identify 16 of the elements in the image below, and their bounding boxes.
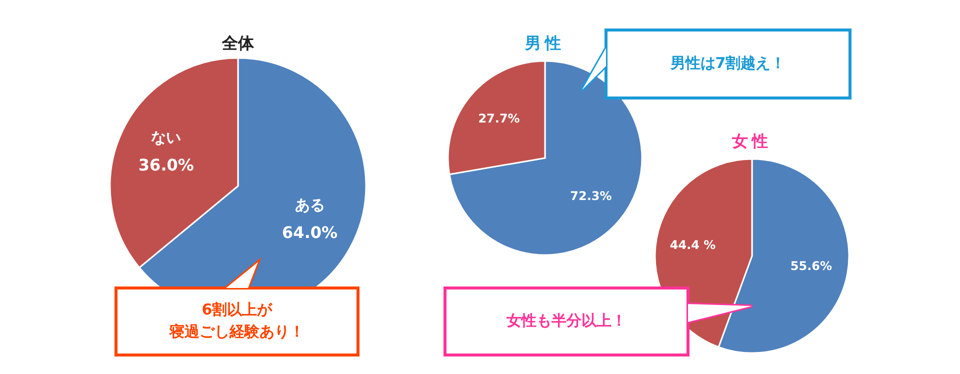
data-label: 72.3% — [570, 189, 612, 204]
text: 男性は7割越え！ — [669, 54, 786, 72]
data-label: 44.4 % — [670, 238, 716, 252]
chart-title: 男性 — [524, 33, 565, 52]
text: 6割以上が — [202, 300, 274, 319]
chart-title: 全体 — [221, 33, 255, 52]
pie-slice — [448, 60, 643, 256]
text: 寝過ごし経験あり！ — [168, 322, 304, 341]
slice-label: ある — [294, 196, 325, 214]
data-label: 36.0% — [138, 156, 194, 175]
chart-title: 女性 — [731, 131, 772, 150]
slice-label: ない — [151, 128, 182, 146]
data-label: 55.6% — [790, 258, 832, 273]
data-label: 27.7% — [478, 112, 520, 126]
data-label: 64.0% — [282, 223, 338, 242]
text: 女性も半分以上！ — [506, 312, 626, 330]
